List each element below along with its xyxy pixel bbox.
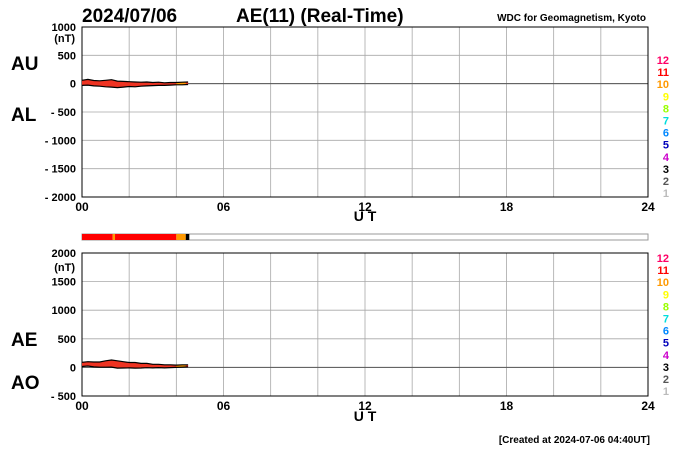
legend-station-count: 4 xyxy=(663,152,670,164)
au-al-plot-frame xyxy=(81,26,649,198)
ae-ao-grid xyxy=(82,253,648,396)
ae-ao-y-tick-label: 1000 xyxy=(52,305,76,317)
au-al-x-tick-label: 00 xyxy=(75,200,89,214)
ao-label: AO xyxy=(11,373,40,394)
ae-ao-partial-fill xyxy=(176,364,186,368)
au-al-y-tick-label: 500 xyxy=(58,50,76,62)
au-al-y-ticks: 1000 500 0 - 500 - 1000 - 1500 - 2000 xyxy=(45,22,76,204)
au-al-partial-fill xyxy=(176,81,186,85)
ae-ao-x-tick-label: 18 xyxy=(500,399,514,413)
ae-ao-x-axis-label: U T xyxy=(354,408,377,424)
legend-station-count: 4 xyxy=(663,350,670,362)
created-timestamp: [Created at 2024-07-06 04:40UT] xyxy=(499,435,650,446)
station-status-bar xyxy=(81,233,649,241)
ae-ao-y-tick-label: 0 xyxy=(70,362,76,374)
ae-ao-range-fill xyxy=(82,360,189,369)
legend-station-count: 1 xyxy=(663,188,669,200)
ae-ao-x-tick-label: 06 xyxy=(217,399,231,413)
ae-ao-panel: 2000 1500 1000 500 0 - 500 00 06 12 18 24 (nT) AE… xyxy=(11,248,655,424)
au-al-unit-label: (nT) xyxy=(54,33,75,45)
series-line-ao xyxy=(81,365,189,369)
status-segment xyxy=(176,234,186,240)
status-segment xyxy=(112,234,116,240)
legend-station-count: 5 xyxy=(663,338,669,350)
ae-ao-plot-frame xyxy=(81,252,649,397)
legend-station-count: 3 xyxy=(663,164,669,176)
au-al-x-tick-label: 12 xyxy=(358,200,372,214)
legend-station-count: 8 xyxy=(663,103,669,115)
ae-ao-x-tick-label: 24 xyxy=(641,399,655,413)
au-al-y-tick-label: - 500 xyxy=(51,107,76,119)
series-line-ae xyxy=(81,359,189,366)
au-al-x-tick-label: 24 xyxy=(641,200,655,214)
series-line-au xyxy=(81,78,189,84)
legend-station-count: 6 xyxy=(663,326,669,338)
au-al-range-fill xyxy=(82,79,189,88)
au-al-y-tick-label: - 1500 xyxy=(45,164,76,176)
au-al-x-axis-label: U T xyxy=(354,208,377,224)
ae-ao-y-tick-label: 2000 xyxy=(52,248,76,260)
legend-station-count: 7 xyxy=(663,314,669,326)
legend-station-count: 11 xyxy=(657,67,669,79)
ae-ao-x-tick-label: 12 xyxy=(358,399,372,413)
status-bar-segments xyxy=(82,234,190,240)
au-al-x-ticks: 00 06 12 18 24 xyxy=(75,200,655,214)
legend-station-count: 6 xyxy=(663,128,669,140)
ae-ao-series xyxy=(81,359,189,369)
legend-station-count: 2 xyxy=(663,374,669,386)
legend-station-count: 7 xyxy=(663,116,669,128)
au-al-series xyxy=(81,78,189,89)
legend-station-count: 1 xyxy=(663,386,669,398)
au-al-x-tick-label: 06 xyxy=(217,200,231,214)
ae-ao-y-tick-label: 1500 xyxy=(52,277,76,289)
legend-station-count: 10 xyxy=(657,277,669,289)
au-al-y-tick-label: - 1000 xyxy=(45,135,76,147)
al-label: AL xyxy=(11,105,37,126)
ae-label: AE xyxy=(11,330,37,351)
status-segment xyxy=(185,234,190,240)
au-al-grid xyxy=(82,27,648,197)
ae-ao-y-tick-label: - 500 xyxy=(51,391,76,403)
ae-ao-y-ticks: 2000 1500 1000 500 0 - 500 xyxy=(51,248,76,403)
ae-ao-x-ticks: 00 06 12 18 24 xyxy=(75,399,655,413)
legend-station-count: 12 xyxy=(657,253,669,265)
au-al-y-tick-label: 1000 xyxy=(52,22,76,34)
au-al-y-tick-label: 0 xyxy=(70,79,76,91)
chart-title: AE(11) (Real-Time) xyxy=(236,6,404,27)
legend-station-count: 9 xyxy=(663,91,669,103)
source-label: WDC for Geomagnetism, Kyoto xyxy=(497,13,646,24)
date-title: 2024/07/06 xyxy=(82,6,177,27)
series-line-al xyxy=(81,83,189,89)
ae-ao-y-tick-label: 500 xyxy=(58,334,76,346)
au-al-panel: 1000 500 0 - 500 - 1000 - 1500 - 2000 00 06 12 18… xyxy=(11,22,655,224)
legend-station-count: 9 xyxy=(663,289,669,301)
au-al-x-tick-label: 18 xyxy=(500,200,514,214)
legend-station-count: 3 xyxy=(663,362,669,374)
legend-station-count: 12 xyxy=(657,55,669,67)
ae-ao-x-tick-label: 00 xyxy=(75,399,89,413)
au-label: AU xyxy=(11,54,38,75)
status-segment xyxy=(115,234,177,240)
au-al-y-tick-label: - 2000 xyxy=(45,192,76,204)
legend-station-count: 5 xyxy=(663,140,669,152)
legend-station-count: 11 xyxy=(657,265,669,277)
legend-station-count: 8 xyxy=(663,301,669,313)
ae-ao-unit-label: (nT) xyxy=(54,262,75,274)
legend-station-count: 10 xyxy=(657,79,669,91)
legend-station-count: 2 xyxy=(663,176,669,188)
status-segment xyxy=(82,234,113,240)
